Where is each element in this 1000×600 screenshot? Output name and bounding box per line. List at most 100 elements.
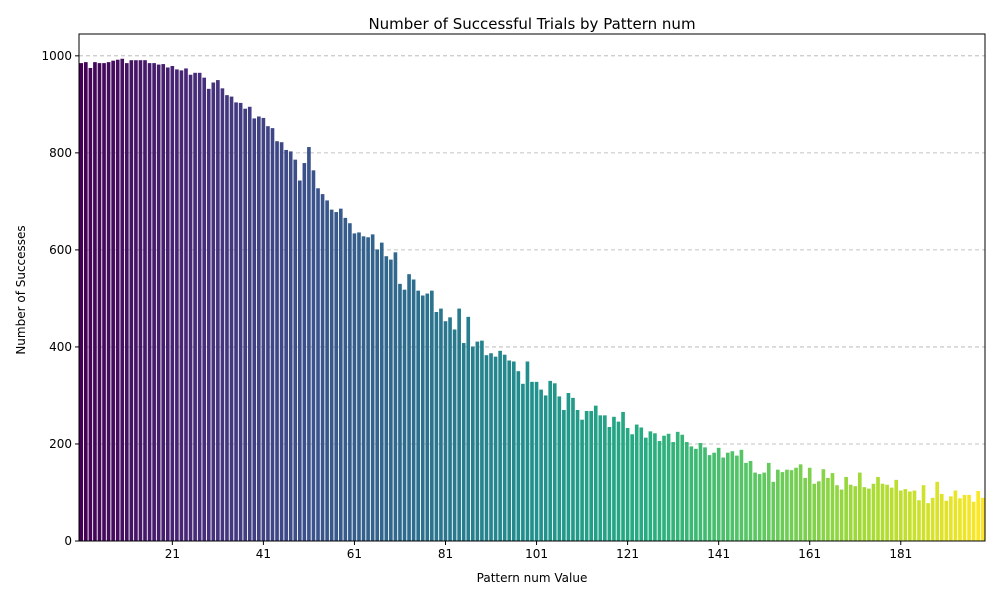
bar [776, 469, 780, 541]
bar [466, 316, 471, 541]
bar [976, 491, 980, 541]
bar [575, 410, 580, 541]
bar [630, 434, 634, 541]
y-tick-label: 800 [49, 146, 72, 160]
bar [170, 66, 175, 541]
bar [552, 383, 557, 541]
y-tick-label: 0 [64, 534, 72, 548]
bar [279, 142, 284, 542]
bar [744, 462, 748, 541]
bar [689, 446, 694, 541]
bar [448, 317, 452, 541]
bar [612, 416, 616, 541]
bar [889, 487, 894, 541]
bar [589, 410, 594, 541]
bar [489, 353, 493, 541]
bar [266, 126, 270, 541]
bar [370, 234, 375, 542]
bar [666, 433, 671, 541]
bar [275, 141, 279, 541]
bar [115, 59, 120, 542]
bar [621, 411, 625, 541]
bar [944, 500, 949, 541]
bar [625, 427, 630, 541]
bar [120, 58, 125, 542]
chart-title: Number of Successful Trials by Pattern n… [368, 15, 695, 33]
bar [498, 350, 502, 541]
bar [375, 249, 380, 541]
bar [821, 469, 826, 541]
bar [443, 321, 448, 541]
bar [161, 64, 166, 541]
bar [229, 96, 234, 541]
bar [84, 62, 88, 542]
bar [439, 308, 443, 541]
bar [507, 360, 512, 541]
bar [452, 329, 457, 541]
bar [525, 361, 530, 541]
bar [307, 147, 311, 542]
bar [562, 410, 566, 541]
bar [716, 447, 721, 541]
bar [862, 487, 867, 541]
bar [502, 354, 507, 541]
bar [334, 212, 339, 541]
bar [794, 467, 798, 541]
y-tick-label: 600 [49, 243, 72, 257]
bar [384, 256, 389, 541]
bar [234, 102, 238, 541]
bar [93, 62, 97, 542]
bar [593, 405, 598, 541]
bar [930, 497, 935, 541]
bar [566, 393, 571, 541]
bar [102, 63, 106, 541]
bar [653, 433, 657, 541]
bar [211, 82, 216, 541]
bar [898, 490, 903, 541]
bar [958, 498, 962, 541]
bar [179, 70, 184, 541]
bar [789, 470, 794, 541]
bar [352, 233, 357, 542]
bar [197, 72, 202, 541]
bar [297, 180, 302, 541]
x-axis-ticks: 21 41 61 81 101 121 141 161 181 [165, 541, 912, 561]
bar [817, 481, 821, 541]
bar [871, 483, 876, 541]
bar [88, 67, 93, 541]
bar [470, 346, 475, 541]
bar [935, 481, 940, 541]
bar [79, 63, 84, 541]
bar [480, 340, 484, 541]
bar [175, 69, 179, 541]
bar [648, 431, 653, 541]
bar [894, 479, 899, 541]
bar [639, 427, 644, 541]
x-tick-label: 81 [438, 547, 453, 561]
bar [543, 395, 548, 541]
bar [762, 472, 767, 541]
bar [193, 72, 197, 541]
bar [684, 442, 689, 541]
bar [516, 371, 521, 541]
bar [580, 419, 584, 541]
bar [949, 496, 953, 541]
bar [830, 473, 835, 541]
bar [707, 455, 712, 541]
bar [206, 88, 211, 542]
bar [539, 389, 543, 541]
bar [885, 484, 889, 541]
bar [771, 481, 776, 541]
bar [97, 63, 102, 541]
bar [703, 447, 707, 541]
bar [634, 424, 639, 541]
bar [252, 118, 257, 542]
bar [361, 236, 366, 542]
bar [967, 494, 971, 541]
bar [848, 484, 853, 541]
bar [216, 80, 220, 541]
y-axis-ticks: 0 200 400 600 800 1000 [41, 49, 79, 548]
bar [534, 381, 539, 541]
y-tick-label: 400 [49, 340, 72, 354]
